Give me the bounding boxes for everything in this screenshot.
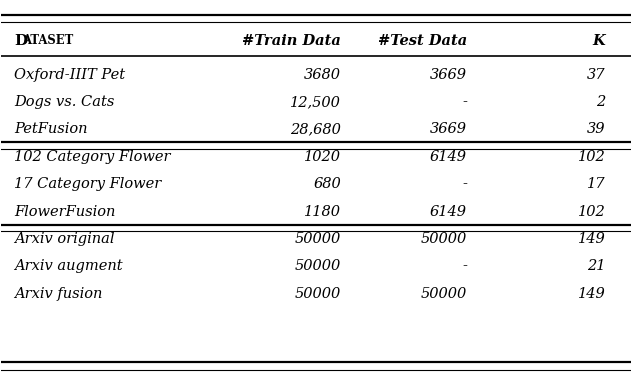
Text: 102: 102 [578, 150, 605, 164]
Text: Arxiv fusion: Arxiv fusion [14, 287, 102, 301]
Text: 17 Category Flower: 17 Category Flower [14, 177, 161, 191]
Text: 2: 2 [596, 95, 605, 109]
Text: 17: 17 [587, 177, 605, 191]
Text: 6149: 6149 [430, 204, 467, 218]
Text: Oxford-IIIT Pet: Oxford-IIIT Pet [14, 68, 125, 82]
Text: 1020: 1020 [304, 150, 341, 164]
Text: 39: 39 [587, 122, 605, 136]
Text: 3680: 3680 [304, 68, 341, 82]
Text: 1180: 1180 [304, 204, 341, 218]
Text: 3669: 3669 [430, 122, 467, 136]
Text: 50000: 50000 [295, 287, 341, 301]
Text: 50000: 50000 [295, 232, 341, 246]
Text: ATASET: ATASET [22, 34, 73, 47]
Text: 28,680: 28,680 [290, 122, 341, 136]
Text: 3669: 3669 [430, 68, 467, 82]
Text: 12,500: 12,500 [290, 95, 341, 109]
Text: 6149: 6149 [430, 150, 467, 164]
Text: -: - [462, 259, 467, 273]
Text: Dogs vs. Cats: Dogs vs. Cats [14, 95, 114, 109]
Text: Arxiv original: Arxiv original [14, 232, 114, 246]
Text: 37: 37 [587, 68, 605, 82]
Text: 680: 680 [313, 177, 341, 191]
Text: 149: 149 [578, 232, 605, 246]
Text: -: - [462, 95, 467, 109]
Text: FlowerFusion: FlowerFusion [14, 204, 116, 218]
Text: -: - [462, 177, 467, 191]
Text: D: D [14, 34, 27, 48]
Text: 50000: 50000 [295, 259, 341, 273]
Text: 21: 21 [587, 259, 605, 273]
Text: 149: 149 [578, 287, 605, 301]
Text: 50000: 50000 [421, 232, 467, 246]
Text: #Train Data: #Train Data [242, 34, 341, 48]
Text: #Test Data: #Test Data [378, 34, 467, 48]
Text: PetFusion: PetFusion [14, 122, 87, 136]
Text: 102 Category Flower: 102 Category Flower [14, 150, 171, 164]
Text: 102: 102 [578, 204, 605, 218]
Text: 50000: 50000 [421, 287, 467, 301]
Text: K: K [593, 34, 605, 48]
Text: Arxiv augment: Arxiv augment [14, 259, 123, 273]
